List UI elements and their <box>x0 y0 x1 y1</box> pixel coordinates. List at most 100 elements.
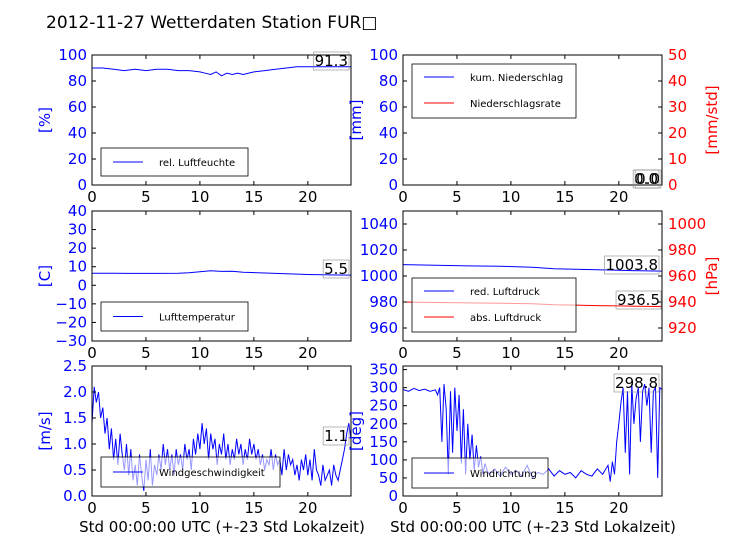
current-value-label: 1.1 <box>324 427 348 445</box>
y-axis-label: [mm] <box>347 100 365 141</box>
x-axis-label-right: Std 00:00:00 UTC (+-23 Std Lokalzeit) <box>390 518 676 536</box>
x-tick-label: 20 <box>298 188 317 206</box>
y-axis-label: [%] <box>36 107 54 133</box>
y2-tick-label: 50 <box>668 46 687 64</box>
y-tick-label: 30 <box>68 221 87 239</box>
axes-frame <box>402 54 663 186</box>
panel-precip: 0 5 10 15 20 0 20 40 60 80 100 [mm] 0 10 20 30 40 50 [mm/s… <box>347 46 721 206</box>
y-tick-label: 100 <box>369 46 398 64</box>
y-tick-label: 250 <box>369 397 398 415</box>
y-axis-label: [m/s] <box>36 411 54 450</box>
y-tick-label: 2.0 <box>63 383 87 401</box>
x-tick-label: 20 <box>609 188 628 206</box>
y2-axis-label: [hPa] <box>703 257 721 296</box>
legend-label: Windgeschwindigkeit <box>159 468 265 479</box>
x-tick-label: 5 <box>452 344 462 362</box>
y-tick-label: 40 <box>68 202 87 220</box>
current-value-box <box>322 426 350 446</box>
y-tick-label: 200 <box>369 415 398 433</box>
x-tick-label: 10 <box>190 188 209 206</box>
legend-label: Windrichtung <box>470 469 537 480</box>
x-tick-label: 5 <box>452 188 462 206</box>
y-tick-label: 60 <box>68 98 87 116</box>
y-tick-label: 1000 <box>360 267 398 285</box>
x-tick-label: 15 <box>555 499 574 517</box>
y2-tick-label: 960 <box>668 267 697 285</box>
y-tick-label: 300 <box>369 379 398 397</box>
panel-winddir: 0 5 10 15 20050100150200250300350[deg]Windri… <box>347 361 663 517</box>
y-tick-label: 150 <box>369 433 398 451</box>
panel-windspeed: 0 5 10 15 20 0.0 0.5 1.0 1.5 2.0 2.5 [m/s] Windgesch… <box>36 357 352 517</box>
current-value-label: 298.8 <box>615 374 658 392</box>
y2-tick-label: 10 <box>668 150 687 168</box>
y-tick-label: 1.0 <box>63 435 87 453</box>
y2-axis-label: [mm/std] <box>703 85 721 154</box>
y2-tick-label: 30 <box>668 98 687 116</box>
x-tick-label: 15 <box>244 344 263 362</box>
x-tick-label: 15 <box>244 188 263 206</box>
y-tick-label: 0 <box>77 276 87 294</box>
x-tick-label: 15 <box>555 344 574 362</box>
axes-frame <box>91 210 352 342</box>
x-tick-label: 0 <box>87 188 97 206</box>
y-tick-label: 0.5 <box>63 461 87 479</box>
x-axis-label-left: Std 00:00:00 UTC (+-23 Std Lokalzeit) <box>79 518 365 536</box>
panel-pressure: 0 5 10 15 20 960 980 1000 1020 1040 920 940 960 980 10… <box>360 210 721 362</box>
y2-tick-label: 0 <box>668 176 678 194</box>
x-tick-label: 0 <box>398 499 408 517</box>
x-tick-label: 20 <box>609 499 628 517</box>
legend-label: Lufttemperatur <box>159 313 236 324</box>
current-value-box <box>313 51 350 71</box>
y2-tick-label: 20 <box>668 124 687 142</box>
series-line-red-luftdruck <box>403 264 662 272</box>
y-tick-label: 20 <box>379 150 398 168</box>
y-tick-label: 40 <box>379 124 398 142</box>
x-tick-label: 0 <box>398 188 408 206</box>
current-value-label: 91.3 <box>315 52 348 70</box>
y-axis-label: [deg] <box>347 411 365 451</box>
axes-frame <box>91 365 352 497</box>
y-tick-label: 100 <box>369 451 398 469</box>
y-tick-label: −20 <box>55 313 87 331</box>
panel-humidity: 0 5 10 15 20 0 20 40 60 80 100 [%] rel. Luftfeuchte 9… <box>36 46 352 206</box>
y-tick-label: 0 <box>388 176 398 194</box>
x-tick-label: 20 <box>298 499 317 517</box>
y-tick-label: 20 <box>68 239 87 257</box>
y-tick-label: 20 <box>68 150 87 168</box>
x-tick-label: 20 <box>298 344 317 362</box>
legend-label: red. Luftdruck <box>470 287 540 298</box>
current-value-label-2: 936.5 <box>617 291 660 309</box>
x-tick-label: 10 <box>501 499 520 517</box>
y-tick-label: 1020 <box>360 241 398 259</box>
current-value-box-2 <box>634 169 662 189</box>
y2-tick-label: 980 <box>668 241 697 259</box>
current-value-box <box>322 259 350 279</box>
legend-box <box>100 456 281 488</box>
figure-title: 2012-11-27 Wetterdaten Station FUR□ <box>46 13 377 33</box>
panel-temperature: 0 5 10 15 20−30−20−10010203040[C]Lufttempera… <box>36 202 352 362</box>
y-tick-label: 80 <box>379 72 398 90</box>
series-line-rel-luftfeuchte <box>92 66 351 77</box>
x-tick-label: 10 <box>501 188 520 206</box>
x-tick-label: 15 <box>555 188 574 206</box>
y-axis-label: [C] <box>36 265 54 287</box>
current-value-label: 0.0 <box>634 170 658 188</box>
legend-box <box>411 277 577 333</box>
legend-label: kum. Niederschlag <box>470 73 563 84</box>
y-tick-label: 1.5 <box>63 409 87 427</box>
legend-label: Niederschlagsrate <box>470 99 561 110</box>
x-tick-label: 0 <box>87 499 97 517</box>
axes-frame <box>91 54 352 186</box>
current-value-label: 1003.8 <box>606 256 659 274</box>
x-tick-label: 0 <box>398 344 408 362</box>
y-tick-label: 980 <box>369 293 398 311</box>
y-tick-label: 10 <box>68 258 87 276</box>
x-tick-label: 0 <box>87 344 97 362</box>
x-tick-label: 10 <box>190 344 209 362</box>
y-tick-label: −10 <box>55 295 87 313</box>
y-tick-label: 1040 <box>360 215 398 233</box>
y-tick-label: 100 <box>58 46 87 64</box>
y2-tick-label: 1000 <box>668 215 706 233</box>
x-tick-label: 5 <box>141 188 151 206</box>
